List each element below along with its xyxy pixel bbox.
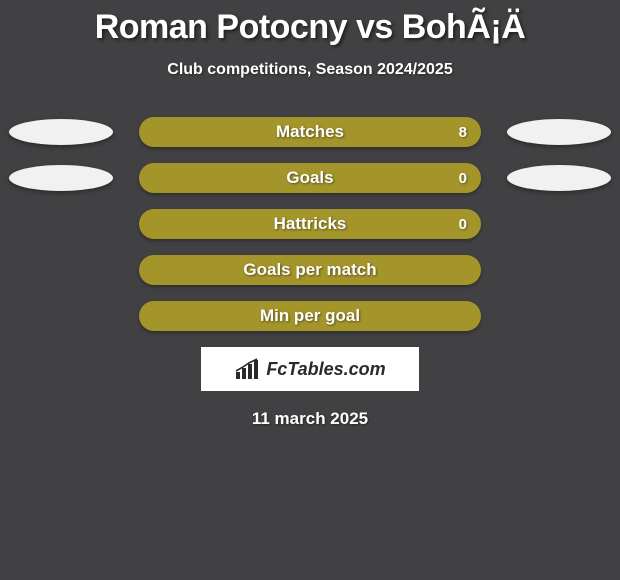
stat-row: Matches8 bbox=[0, 117, 620, 147]
left-value-pill bbox=[9, 119, 113, 145]
stat-bar: Matches8 bbox=[139, 117, 481, 147]
bar-label: Goals bbox=[139, 163, 481, 193]
bar-value-right: 0 bbox=[459, 209, 467, 239]
stat-bar: Min per goal bbox=[139, 301, 481, 331]
date-label: 11 march 2025 bbox=[0, 409, 620, 429]
stats-rows: Matches8Goals0Hattricks0Goals per matchM… bbox=[0, 117, 620, 331]
stat-row: Goals per match bbox=[0, 255, 620, 285]
page-title: Roman Potocny vs BohÃ¡Ä bbox=[0, 0, 620, 47]
subtitle: Club competitions, Season 2024/2025 bbox=[0, 61, 620, 79]
bar-label: Matches bbox=[139, 117, 481, 147]
bar-value-right: 0 bbox=[459, 163, 467, 193]
right-value-pill bbox=[507, 165, 611, 191]
stat-bar: Goals per match bbox=[139, 255, 481, 285]
stat-bar: Hattricks0 bbox=[139, 209, 481, 239]
stat-bar: Goals0 bbox=[139, 163, 481, 193]
bar-label: Goals per match bbox=[139, 255, 481, 285]
bar-label: Hattricks bbox=[139, 209, 481, 239]
stat-row: Goals0 bbox=[0, 163, 620, 193]
stat-row: Hattricks0 bbox=[0, 209, 620, 239]
logo: FcTables.com bbox=[201, 347, 419, 391]
stat-row: Min per goal bbox=[0, 301, 620, 331]
logo-chart-icon bbox=[234, 358, 262, 380]
left-value-pill bbox=[9, 165, 113, 191]
right-value-pill bbox=[507, 119, 611, 145]
logo-text: FcTables.com bbox=[266, 359, 385, 380]
bar-label: Min per goal bbox=[139, 301, 481, 331]
bar-value-right: 8 bbox=[459, 117, 467, 147]
